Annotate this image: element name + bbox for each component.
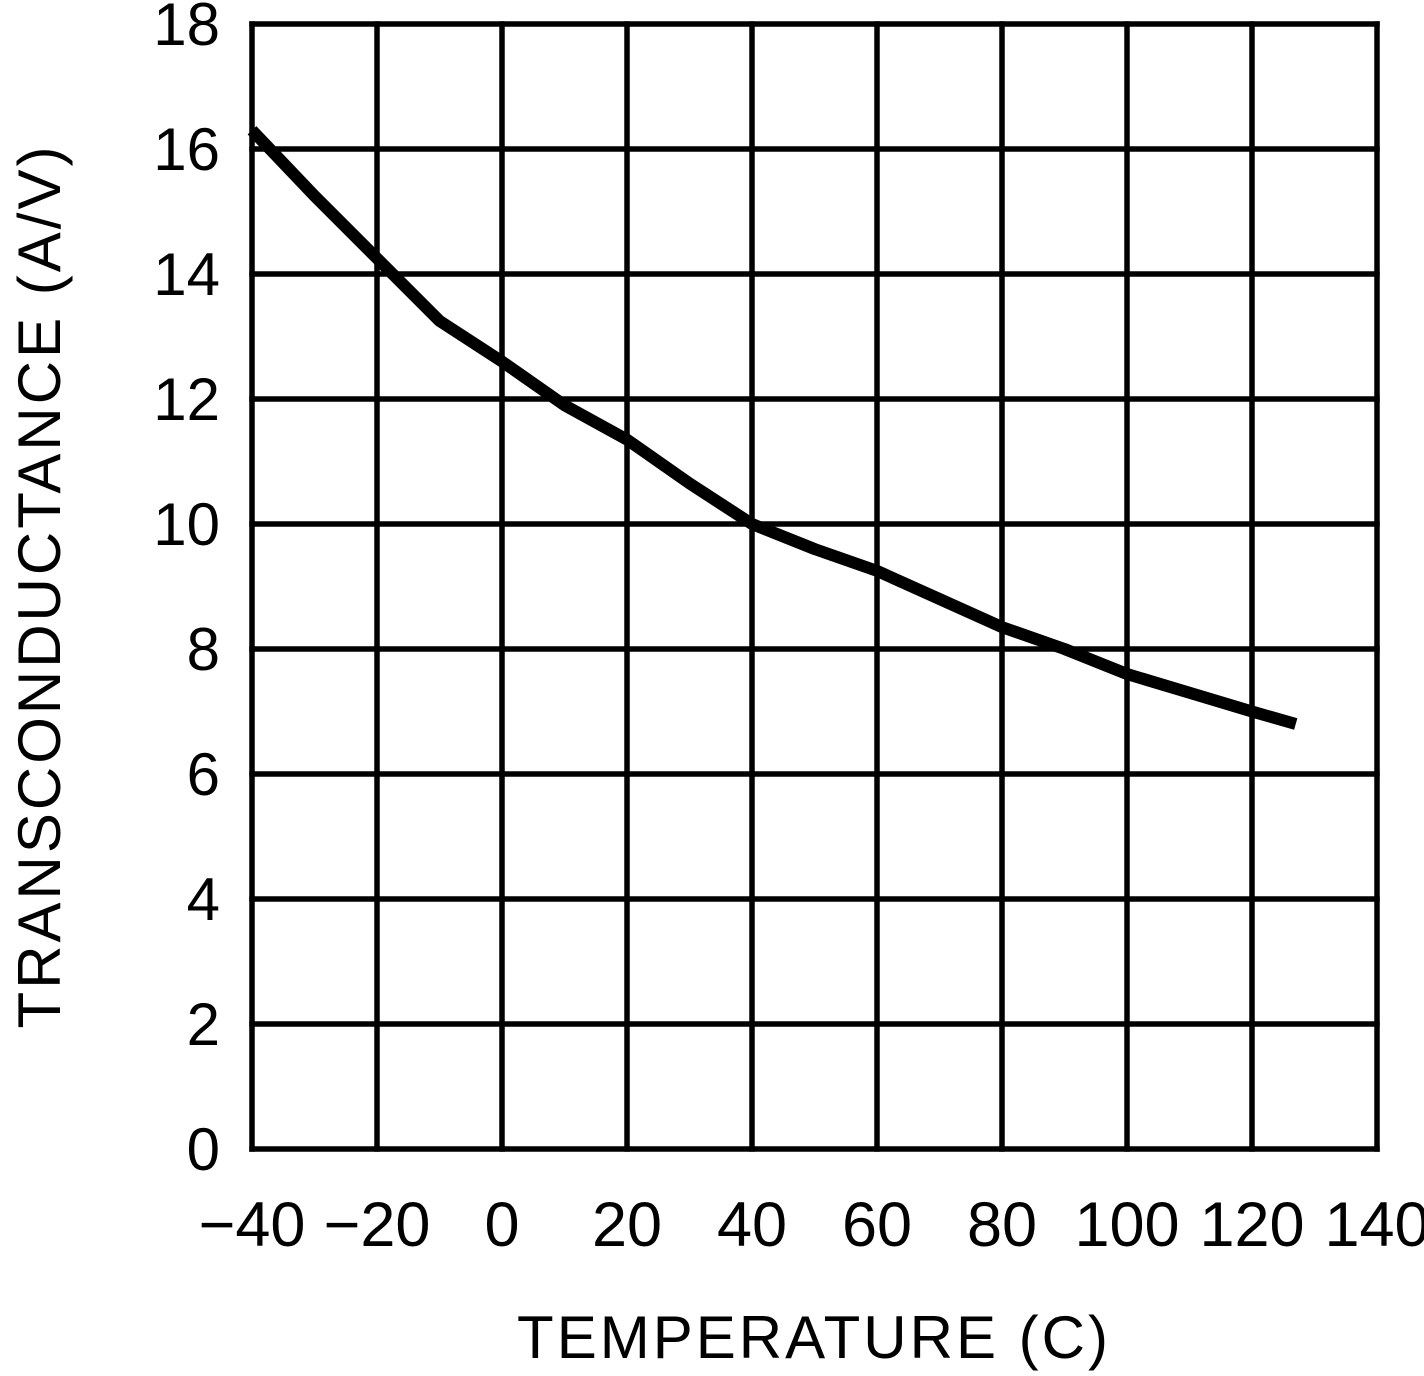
- x-tick-label: 0: [484, 1190, 519, 1260]
- x-tick-labels: −40 −20 0 20 40 60 80 100 120 140: [199, 1190, 1424, 1260]
- x-tick-label: 100: [1074, 1190, 1179, 1260]
- data-curve-transconductance-vs-temperature: [247, 126, 1298, 730]
- y-tick-label: 6: [187, 741, 220, 808]
- x-tick-label: 140: [1324, 1190, 1424, 1260]
- x-tick-label: 80: [967, 1190, 1037, 1260]
- y-tick-labels: 0 2 4 6 8 10 12 14 16 18: [153, 0, 220, 1183]
- y-tick-label: 0: [187, 1116, 220, 1183]
- grid: [249, 21, 1380, 1152]
- x-tick-label: −40: [199, 1190, 306, 1260]
- x-tick-label: 40: [717, 1190, 787, 1260]
- y-tick-label: 14: [153, 241, 220, 308]
- y-axis-title: TRANSCONDUCTANCE (A/V): [6, 144, 73, 1029]
- x-tick-label: 60: [842, 1190, 912, 1260]
- x-tick-label: −20: [324, 1190, 431, 1260]
- x-axis-title: TEMPERATURE (C): [517, 1304, 1111, 1371]
- curve-layer: [247, 126, 1298, 730]
- y-tick-label: 8: [187, 616, 220, 683]
- y-tick-label: 18: [153, 0, 220, 58]
- x-tick-label: 20: [592, 1190, 662, 1260]
- x-tick-label: 120: [1199, 1190, 1304, 1260]
- y-tick-label: 2: [187, 991, 220, 1058]
- y-tick-label: 12: [153, 366, 220, 433]
- y-tick-label: 10: [153, 491, 220, 558]
- y-tick-label: 4: [187, 866, 220, 933]
- y-tick-label: 16: [153, 116, 220, 183]
